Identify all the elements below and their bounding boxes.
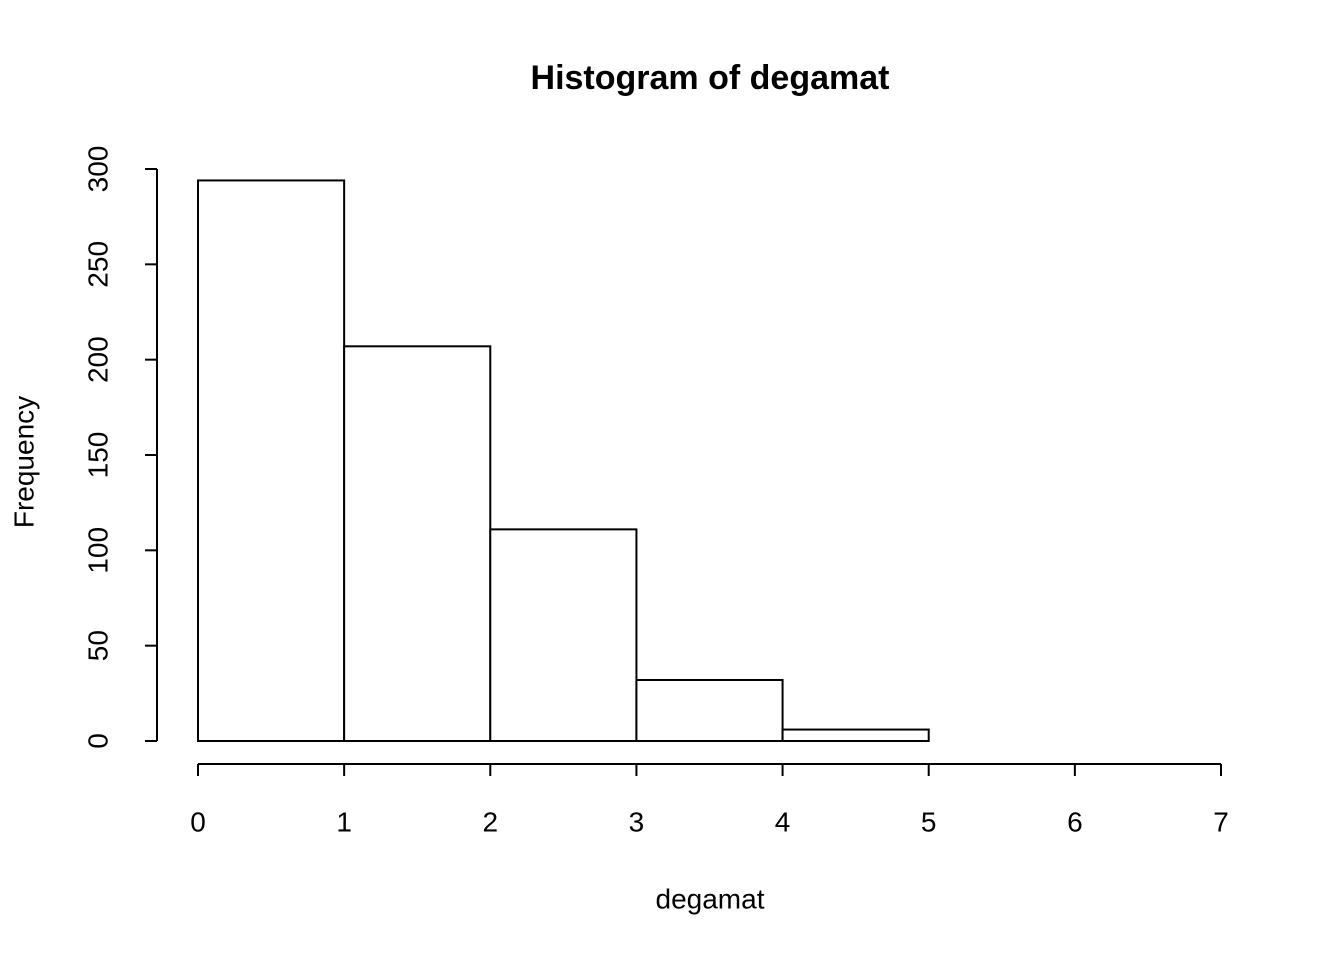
y-tick-label: 250: [82, 241, 113, 288]
y-tick-label: 150: [82, 432, 113, 479]
bar: [781, 728, 930, 742]
chart-title: Histogram of degamat: [531, 59, 890, 97]
x-tick-label: 1: [336, 806, 352, 837]
bar: [343, 345, 492, 742]
x-tick-label: 3: [629, 806, 645, 837]
y-tick-label: 0: [82, 733, 113, 749]
x-axis-label: degamat: [656, 883, 765, 914]
y-tick-label: 300: [82, 146, 113, 193]
bar: [197, 179, 346, 742]
x-tick-label: 0: [190, 806, 206, 837]
x-tick-label: 4: [775, 806, 791, 837]
x-tick-label: 6: [1067, 806, 1083, 837]
x-tick-label: 2: [482, 806, 498, 837]
x-tick-label: 7: [1213, 806, 1229, 837]
bar: [635, 678, 784, 743]
x-tick-label: 5: [921, 806, 937, 837]
y-tick-label: 200: [82, 336, 113, 383]
y-axis-label: Frequency: [8, 396, 39, 528]
y-tick-label: 50: [82, 630, 113, 661]
y-tick-label: 100: [82, 527, 113, 574]
bar: [489, 528, 638, 742]
